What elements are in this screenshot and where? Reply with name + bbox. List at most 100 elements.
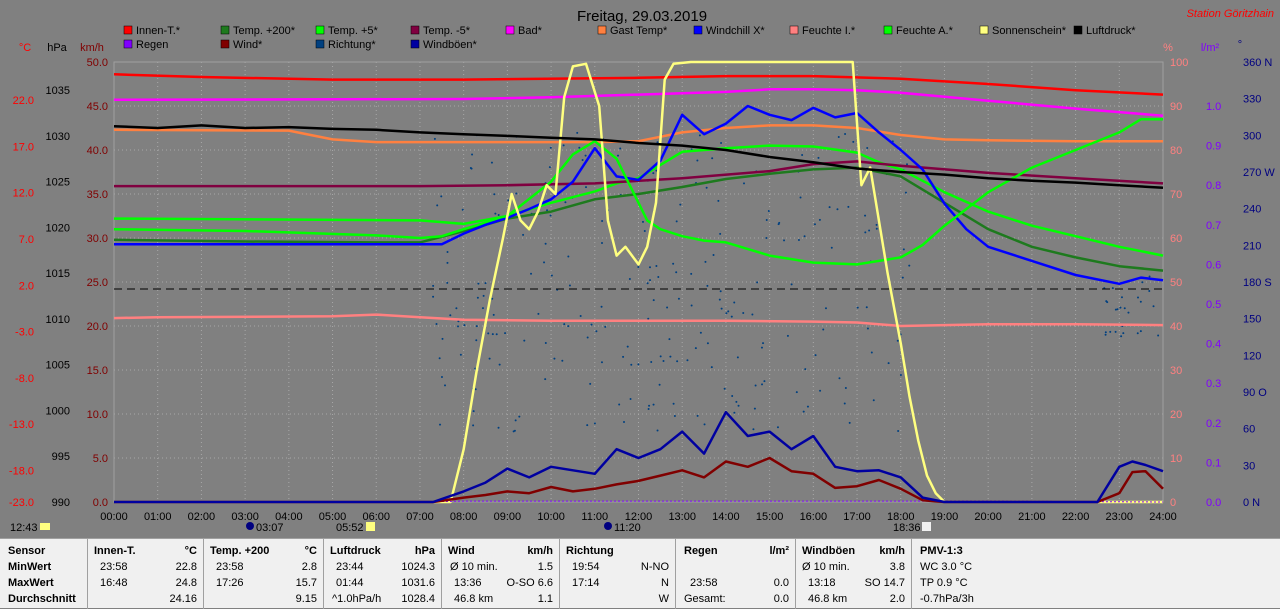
direction-dot: [446, 250, 449, 253]
stats-richtung-avg-value: W: [658, 593, 669, 605]
start-marker-icon: [40, 523, 50, 530]
direction-dot: [1120, 335, 1123, 338]
direction-dot: [864, 214, 867, 217]
direction-tick-label: 360 N: [1243, 57, 1272, 69]
x-tick-label: 21:00: [1018, 511, 1046, 523]
direction-dot: [828, 206, 831, 209]
direction-dot: [474, 388, 477, 391]
direction-dot: [803, 235, 806, 238]
legend-swatch: [597, 25, 607, 35]
x-tick-label: 19:00: [931, 511, 959, 523]
direction-dot: [1122, 332, 1125, 335]
lm2-tick-label: 0.1: [1206, 457, 1221, 469]
direction-dot: [902, 248, 905, 251]
direction-dot: [567, 325, 570, 328]
direction-dot: [491, 333, 494, 336]
direction-dot: [906, 163, 909, 166]
lm2-tick-label: 0.6: [1206, 259, 1221, 271]
direction-dot: [472, 410, 475, 413]
stats-row-label-min: MinWert: [8, 561, 52, 573]
stats-wind-min-value: 1.5: [537, 561, 553, 573]
stats-regen-max-time: 23:58: [690, 577, 718, 589]
direction-dot: [658, 383, 661, 386]
direction-dot: [438, 357, 441, 360]
direction-dot: [530, 272, 533, 275]
stats-wind-min-label: Ø 10 min.: [450, 561, 498, 573]
direction-tick-label: 150: [1243, 314, 1261, 326]
stats-richtung-title: Richtung: [566, 545, 614, 557]
kmh-tick-label: 0.0: [93, 497, 108, 509]
direction-dot: [804, 368, 807, 371]
direction-dot: [806, 405, 809, 408]
stats-luftdruck-avg-value: 1028.4: [401, 593, 435, 605]
x-tick-label: 02:00: [188, 511, 216, 523]
direction-dot: [641, 220, 644, 223]
direction-dot: [731, 394, 734, 397]
direction-dot: [586, 336, 589, 339]
direction-dot: [432, 295, 435, 298]
percent-tick-label: 70: [1170, 189, 1182, 201]
direction-dot: [601, 220, 604, 223]
legend-label: Gast Temp*: [610, 25, 668, 37]
direction-dot: [822, 328, 825, 331]
percent-tick-label: 90: [1170, 101, 1182, 113]
direction-dot: [650, 361, 653, 364]
direction-dot: [875, 227, 878, 230]
direction-dot: [568, 284, 571, 287]
x-tick-label: 01:00: [144, 511, 172, 523]
direction-dot: [866, 327, 869, 330]
direction-dot: [604, 325, 607, 328]
direction-dot: [662, 359, 665, 362]
stats-innen-unit: °C: [184, 545, 197, 557]
percent-tick-label: 40: [1170, 321, 1182, 333]
direction-dot: [1111, 287, 1114, 290]
direction-dot: [673, 415, 676, 418]
series-gast-temp-: [113, 124, 1163, 144]
stats-temp200-max-value: 15.7: [295, 577, 317, 589]
lm2-tick-label: 0.5: [1206, 299, 1221, 311]
direction-dot: [817, 156, 820, 159]
stats-row-label-avg: Durchschnitt: [8, 593, 76, 605]
legend-swatch: [410, 39, 420, 49]
lm2-tick-label: 0.8: [1206, 180, 1221, 192]
direction-dot: [710, 366, 713, 369]
direction-dot: [649, 279, 652, 282]
kmh-tick-label: 30.0: [87, 233, 108, 245]
direction-dot: [487, 332, 490, 335]
direction-dot: [498, 363, 501, 366]
percent-tick-label: 100: [1170, 57, 1188, 69]
direction-dot: [686, 359, 689, 362]
legend-label: Windchill X*: [706, 25, 765, 37]
direction-dot: [629, 397, 632, 400]
direction-dot: [544, 242, 547, 245]
series-innen-t-: [113, 73, 1164, 96]
series-temp-5-: [113, 144, 1164, 257]
direction-dot: [694, 347, 697, 350]
direction-dot: [727, 310, 730, 313]
lm2-tick-label: 1.0: [1206, 101, 1221, 113]
unit-kmh: km/h: [80, 42, 104, 54]
lm2-tick-label: 0.3: [1206, 378, 1221, 390]
direction-dot: [549, 146, 552, 149]
percent-tick-label: 80: [1170, 145, 1182, 157]
kmh-tick-label: 5.0: [93, 453, 108, 465]
direction-tick-label: 270 W: [1243, 167, 1275, 179]
direction-dot: [824, 307, 827, 310]
stats-regen: Regen l/m² 23:58 0.0 Gesamt: 0.0: [676, 539, 796, 609]
direction-dot: [475, 325, 478, 328]
legend-label: Luftdruck*: [1086, 25, 1136, 37]
direction-dot: [623, 421, 626, 424]
stats-wind: Wind km/h Ø 10 min. 1.5 13:36 O-SO 6.6 46.8…: [442, 539, 560, 609]
direction-dot: [657, 276, 660, 279]
direction-dot: [836, 208, 839, 211]
direction-dot: [544, 342, 547, 345]
percent-tick-label: 10: [1170, 453, 1182, 465]
direction-dot: [868, 229, 871, 232]
direction-dot: [763, 380, 766, 383]
direction-dot: [887, 362, 890, 365]
direction-dot: [514, 419, 517, 422]
direction-dot: [628, 278, 631, 281]
stats-regen-total-label: Gesamt:: [684, 593, 726, 605]
lm2-tick-label: 0.7: [1206, 220, 1221, 232]
direction-dot: [476, 296, 479, 299]
